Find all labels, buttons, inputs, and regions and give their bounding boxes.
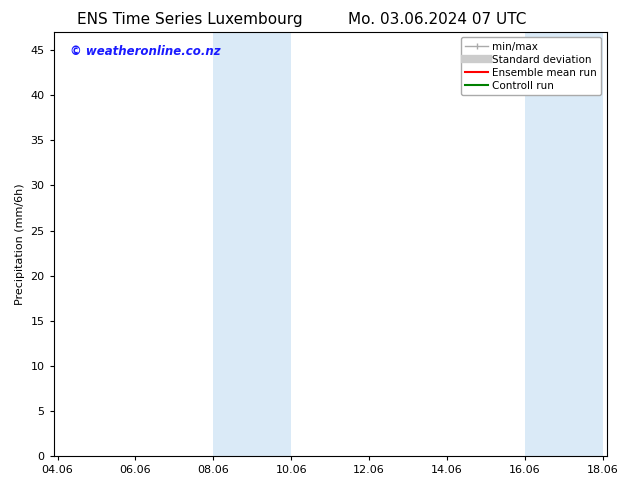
Legend: min/max, Standard deviation, Ensemble mean run, Controll run: min/max, Standard deviation, Ensemble me… bbox=[461, 37, 602, 95]
Text: ENS Time Series Luxembourg: ENS Time Series Luxembourg bbox=[77, 12, 303, 27]
Text: Mo. 03.06.2024 07 UTC: Mo. 03.06.2024 07 UTC bbox=[348, 12, 527, 27]
Text: © weatheronline.co.nz: © weatheronline.co.nz bbox=[70, 45, 221, 58]
Y-axis label: Precipitation (mm/6h): Precipitation (mm/6h) bbox=[15, 183, 25, 305]
Bar bbox=[525, 32, 603, 456]
Bar bbox=[214, 32, 291, 456]
